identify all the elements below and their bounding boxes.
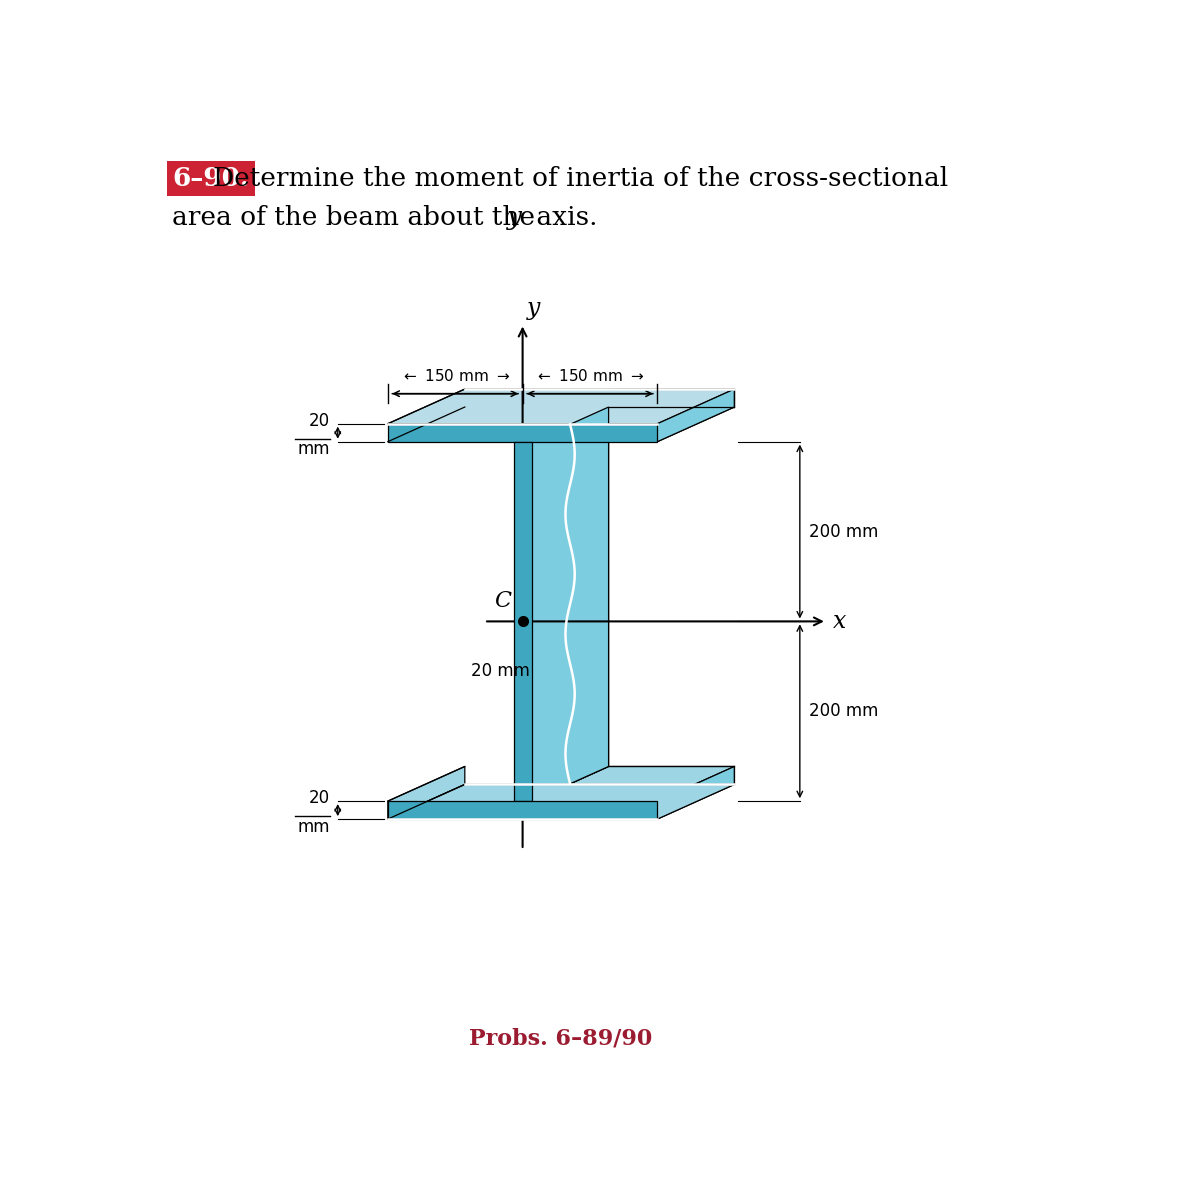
Polygon shape [388, 424, 658, 442]
Text: Determine the moment of inertia of the cross-sectional: Determine the moment of inertia of the c… [214, 166, 948, 191]
Text: area of the beam about the: area of the beam about the [173, 205, 544, 229]
Text: 6–90.: 6–90. [173, 166, 250, 191]
Polygon shape [608, 389, 734, 407]
Text: y: y [527, 296, 540, 319]
Text: 20: 20 [308, 412, 330, 430]
Text: 20: 20 [308, 790, 330, 808]
Text: x: x [833, 610, 846, 632]
Polygon shape [532, 767, 734, 802]
Polygon shape [514, 442, 532, 802]
Polygon shape [388, 767, 464, 820]
Polygon shape [388, 389, 734, 424]
Text: mm: mm [298, 818, 330, 836]
Text: C: C [494, 590, 511, 612]
Text: $\leftarrow$ 150 mm $\rightarrow$: $\leftarrow$ 150 mm $\rightarrow$ [401, 367, 510, 384]
Text: 20 mm: 20 mm [472, 662, 530, 680]
Polygon shape [532, 407, 608, 802]
Polygon shape [388, 785, 734, 820]
Polygon shape [532, 407, 608, 802]
Text: axis.: axis. [528, 205, 598, 229]
Text: y: y [508, 205, 522, 229]
Text: 200 mm: 200 mm [809, 702, 878, 720]
Text: Probs. 6–89/90: Probs. 6–89/90 [469, 1027, 653, 1050]
Text: 200 mm: 200 mm [809, 522, 878, 540]
Polygon shape [532, 407, 734, 442]
Text: mm: mm [298, 440, 330, 458]
Text: $\leftarrow$ 150 mm $\rightarrow$: $\leftarrow$ 150 mm $\rightarrow$ [535, 367, 644, 384]
Polygon shape [658, 389, 734, 442]
Polygon shape [658, 767, 734, 820]
Polygon shape [388, 802, 658, 820]
